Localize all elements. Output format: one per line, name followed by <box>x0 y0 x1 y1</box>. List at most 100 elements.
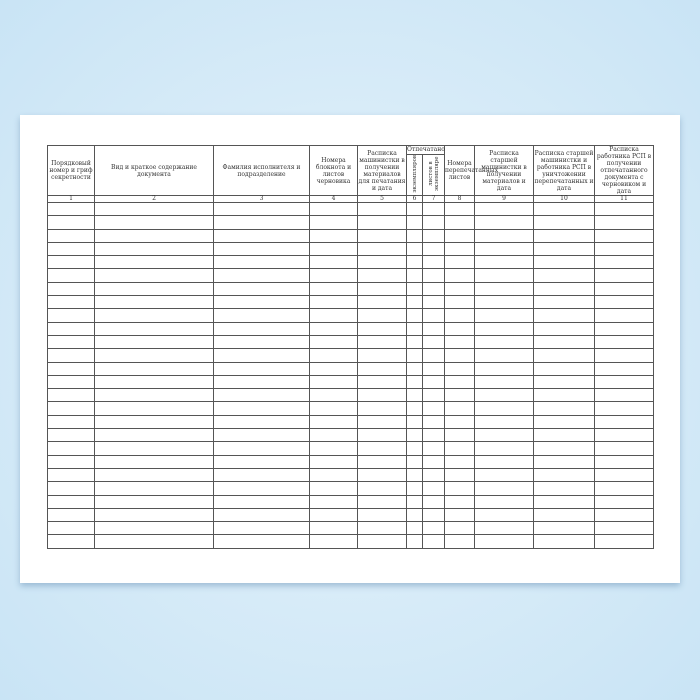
table-cell[interactable] <box>213 228 310 243</box>
table-cell[interactable] <box>422 321 445 336</box>
table-cell[interactable] <box>474 255 534 270</box>
table-cell[interactable] <box>357 428 407 443</box>
table-cell[interactable] <box>94 534 214 549</box>
table-cell[interactable] <box>594 201 654 217</box>
table-cell[interactable] <box>444 201 475 217</box>
table-cell[interactable] <box>444 334 475 350</box>
table-cell[interactable] <box>309 281 358 297</box>
table-cell[interactable] <box>47 467 95 483</box>
table-cell[interactable] <box>474 494 534 509</box>
table-cell[interactable] <box>474 454 534 469</box>
table-cell[interactable] <box>474 308 534 323</box>
table-cell[interactable] <box>213 441 310 456</box>
table-cell[interactable] <box>94 295 214 310</box>
table-cell[interactable] <box>406 494 423 509</box>
table-cell[interactable] <box>47 295 95 310</box>
table-cell[interactable] <box>309 321 358 336</box>
table-cell[interactable] <box>594 534 654 549</box>
table-cell[interactable] <box>309 534 358 549</box>
table-cell[interactable] <box>422 215 445 230</box>
table-cell[interactable] <box>357 295 407 310</box>
table-cell[interactable] <box>213 241 310 257</box>
table-cell[interactable] <box>47 321 95 336</box>
table-cell[interactable] <box>444 321 475 336</box>
table-cell[interactable] <box>474 388 534 403</box>
table-cell[interactable] <box>406 428 423 443</box>
table-cell[interactable] <box>444 388 475 403</box>
table-cell[interactable] <box>533 361 595 376</box>
table-cell[interactable] <box>406 281 423 297</box>
table-cell[interactable] <box>594 308 654 323</box>
table-cell[interactable] <box>444 494 475 509</box>
table-cell[interactable] <box>406 441 423 456</box>
table-cell[interactable] <box>422 255 445 270</box>
table-cell[interactable] <box>47 481 95 496</box>
table-cell[interactable] <box>47 521 95 536</box>
table-cell[interactable] <box>474 201 534 217</box>
table-cell[interactable] <box>444 255 475 270</box>
table-cell[interactable] <box>533 321 595 336</box>
table-cell[interactable] <box>594 241 654 257</box>
table-cell[interactable] <box>594 348 654 363</box>
table-cell[interactable] <box>533 268 595 283</box>
table-cell[interactable] <box>444 268 475 283</box>
table-cell[interactable] <box>47 308 95 323</box>
table-cell[interactable] <box>213 308 310 323</box>
table-cell[interactable] <box>406 334 423 350</box>
table-cell[interactable] <box>94 388 214 403</box>
table-cell[interactable] <box>406 201 423 217</box>
table-cell[interactable] <box>533 255 595 270</box>
table-cell[interactable] <box>444 521 475 536</box>
table-cell[interactable] <box>357 401 407 416</box>
table-cell[interactable] <box>309 348 358 363</box>
table-cell[interactable] <box>406 414 423 430</box>
table-cell[interactable] <box>444 281 475 297</box>
table-cell[interactable] <box>594 467 654 483</box>
table-cell[interactable] <box>213 281 310 297</box>
table-cell[interactable] <box>444 308 475 323</box>
table-cell[interactable] <box>47 414 95 430</box>
table-cell[interactable] <box>47 228 95 243</box>
table-cell[interactable] <box>357 241 407 257</box>
table-cell[interactable] <box>533 374 595 390</box>
table-cell[interactable] <box>309 414 358 430</box>
table-cell[interactable] <box>444 374 475 390</box>
table-cell[interactable] <box>474 414 534 430</box>
table-cell[interactable] <box>422 348 445 363</box>
table-cell[interactable] <box>594 494 654 509</box>
table-cell[interactable] <box>309 481 358 496</box>
table-cell[interactable] <box>406 454 423 469</box>
table-cell[interactable] <box>94 334 214 350</box>
table-cell[interactable] <box>474 401 534 416</box>
table-cell[interactable] <box>357 348 407 363</box>
table-cell[interactable] <box>94 348 214 363</box>
table-cell[interactable] <box>94 401 214 416</box>
table-cell[interactable] <box>47 348 95 363</box>
table-cell[interactable] <box>94 201 214 217</box>
table-cell[interactable] <box>47 268 95 283</box>
table-cell[interactable] <box>444 401 475 416</box>
table-cell[interactable] <box>357 521 407 536</box>
table-cell[interactable] <box>422 201 445 217</box>
table-cell[interactable] <box>406 388 423 403</box>
table-cell[interactable] <box>47 241 95 257</box>
table-cell[interactable] <box>594 454 654 469</box>
table-cell[interactable] <box>406 507 423 523</box>
table-cell[interactable] <box>422 428 445 443</box>
table-cell[interactable] <box>594 321 654 336</box>
table-cell[interactable] <box>406 268 423 283</box>
table-cell[interactable] <box>406 521 423 536</box>
table-cell[interactable] <box>533 201 595 217</box>
table-cell[interactable] <box>309 361 358 376</box>
table-cell[interactable] <box>474 534 534 549</box>
table-cell[interactable] <box>533 295 595 310</box>
table-cell[interactable] <box>357 201 407 217</box>
table-cell[interactable] <box>357 494 407 509</box>
table-cell[interactable] <box>594 334 654 350</box>
table-cell[interactable] <box>94 228 214 243</box>
table-cell[interactable] <box>357 215 407 230</box>
table-cell[interactable] <box>444 348 475 363</box>
table-cell[interactable] <box>309 441 358 456</box>
table-cell[interactable] <box>94 308 214 323</box>
table-cell[interactable] <box>474 521 534 536</box>
